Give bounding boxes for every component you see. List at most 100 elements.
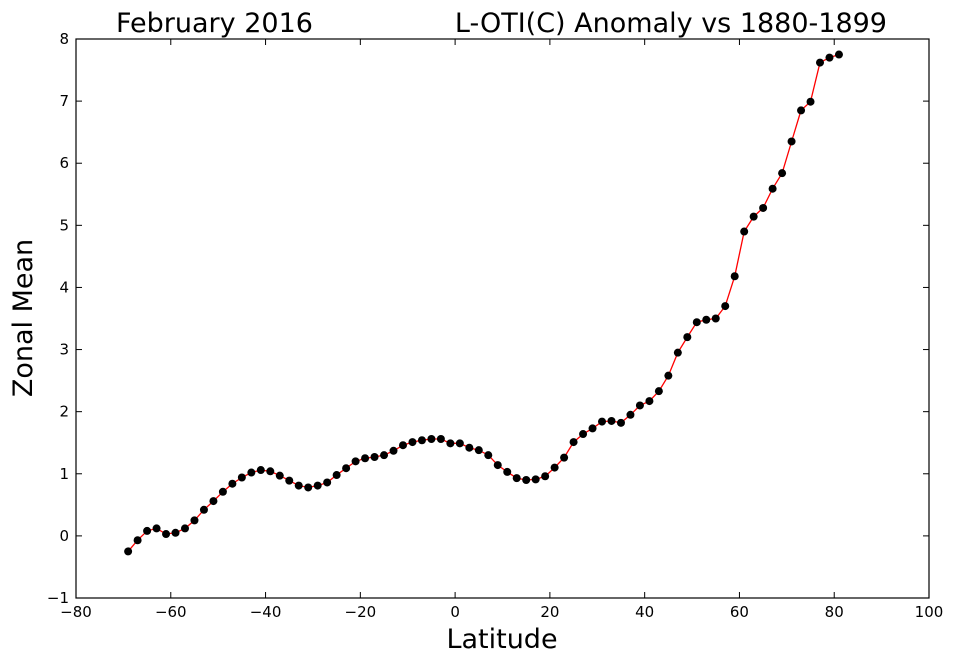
data-point — [787, 137, 796, 146]
data-point — [512, 474, 521, 483]
data-point — [616, 418, 625, 427]
data-point — [228, 479, 237, 488]
data-point — [749, 212, 758, 221]
data-point — [635, 401, 644, 410]
data-point — [806, 97, 815, 106]
data-point — [180, 524, 189, 533]
data-point — [711, 314, 720, 323]
x-axis-label: Latitude — [446, 624, 557, 655]
y-tick-label: 4 — [59, 278, 69, 296]
data-point — [171, 528, 180, 537]
data-point — [313, 481, 322, 490]
y-tick-label: 0 — [59, 527, 69, 545]
data-point — [143, 526, 152, 535]
x-tick-label: −80 — [60, 603, 92, 621]
data-point — [256, 466, 265, 475]
data-point — [408, 438, 417, 447]
data-point — [503, 467, 512, 476]
data-point — [493, 461, 502, 470]
data-point — [768, 184, 777, 193]
data-point — [797, 106, 806, 115]
data-point — [152, 524, 161, 533]
data-point — [417, 436, 426, 445]
data-point — [607, 416, 616, 425]
x-tick-label: −60 — [155, 603, 187, 621]
x-axis: −80 −60 −40 −20 0 20 40 60 80 100 — [60, 39, 943, 621]
data-point — [285, 476, 294, 485]
data-point — [654, 387, 663, 396]
data-point — [522, 475, 531, 484]
data-point — [778, 169, 787, 178]
data-point — [474, 446, 483, 455]
data-point — [598, 417, 607, 426]
data-point — [759, 203, 768, 212]
data-point — [190, 516, 199, 525]
data-point — [162, 530, 171, 539]
data-point — [455, 439, 464, 448]
y-axis: −1 0 1 2 3 4 5 6 7 8 — [47, 30, 929, 607]
x-tick-label: −20 — [345, 603, 377, 621]
data-point — [721, 302, 730, 311]
x-tick-label: 20 — [540, 603, 559, 621]
data-point — [740, 227, 749, 236]
data-point — [531, 475, 540, 484]
data-point — [825, 53, 834, 62]
y-tick-label: 3 — [59, 341, 69, 359]
data-point — [550, 463, 559, 472]
data-point — [361, 454, 370, 463]
data-point — [560, 453, 569, 462]
data-point — [692, 318, 701, 327]
y-tick-label: 6 — [59, 154, 69, 172]
data-point — [342, 464, 351, 473]
data-point — [436, 434, 445, 443]
data-point — [370, 453, 379, 462]
data-point — [427, 434, 436, 443]
data-point — [541, 472, 550, 481]
data-point — [673, 348, 682, 357]
y-tick-label: 1 — [59, 465, 69, 483]
data-point — [398, 441, 407, 450]
data-point — [588, 424, 597, 433]
data-point — [351, 457, 360, 466]
data-point — [569, 438, 578, 447]
data-point — [389, 446, 398, 455]
data-point — [209, 497, 218, 506]
data-point — [266, 467, 275, 476]
x-tick-label: 100 — [915, 603, 944, 621]
y-tick-label: 7 — [59, 92, 69, 110]
x-tick-label: 40 — [635, 603, 654, 621]
data-point — [626, 410, 635, 419]
data-point — [199, 505, 208, 514]
plot-frame — [75, 38, 930, 599]
data-point — [664, 371, 673, 380]
chart-title-right: L-OTI(C) Anomaly vs 1880-1899 — [455, 8, 887, 39]
data-point — [380, 451, 389, 460]
chart-title-left: February 2016 — [116, 8, 313, 39]
data-point — [816, 58, 825, 67]
y-tick-label: −1 — [47, 589, 69, 607]
data-point — [484, 451, 493, 460]
data-point — [446, 439, 455, 448]
y-axis-label: Zonal Mean — [8, 239, 39, 397]
y-tick-label: 8 — [59, 30, 69, 48]
x-tick-label: 80 — [825, 603, 844, 621]
series-line — [127, 53, 840, 552]
x-tick-label: 60 — [730, 603, 749, 621]
data-point — [730, 272, 739, 281]
data-point — [702, 315, 711, 324]
x-tick-label: 0 — [450, 603, 460, 621]
y-tick-label: 2 — [59, 403, 69, 421]
data-point — [834, 50, 843, 59]
data-point — [465, 443, 474, 452]
data-point — [133, 536, 142, 545]
data-point — [645, 397, 654, 406]
series-layer — [124, 50, 843, 556]
data-point — [579, 430, 588, 439]
data-point — [247, 468, 256, 477]
data-point — [294, 481, 303, 490]
data-point — [237, 473, 246, 482]
data-point — [275, 471, 284, 480]
data-point — [124, 547, 133, 556]
data-point — [304, 483, 313, 492]
